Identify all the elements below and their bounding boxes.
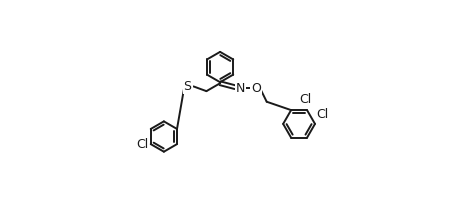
Text: Cl: Cl (317, 108, 329, 121)
Text: O: O (251, 82, 261, 95)
Text: Cl: Cl (299, 93, 311, 106)
Text: S: S (184, 80, 191, 93)
Text: N: N (236, 82, 245, 95)
Text: Cl: Cl (136, 138, 148, 151)
